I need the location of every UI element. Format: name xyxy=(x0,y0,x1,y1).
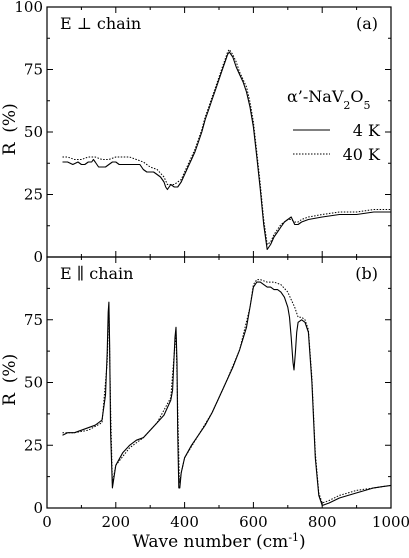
series-line-4-k xyxy=(62,51,391,251)
x-axis-label-superscript: -1 xyxy=(288,531,299,544)
y-tick-label: 50 xyxy=(24,123,43,141)
legend-compound: α’-NaV2O5 xyxy=(287,87,371,112)
panel-b: 0 25 50 75 0 200 400 600 800 1000 R (%) E ∥ chain (b)… xyxy=(0,256,409,553)
y-axis-label-prefix: R xyxy=(0,392,20,406)
x-axis-label-text: ) xyxy=(299,532,306,552)
x-tick-label: 400 xyxy=(170,513,199,531)
x-axis-label-text: (cm xyxy=(256,532,288,552)
y-axis-label-prefix: R xyxy=(0,141,20,155)
y-tick-label: 0 xyxy=(33,248,43,266)
legend-compound-subscript: 2 xyxy=(343,99,350,112)
legend-entry-label: 40 K xyxy=(343,145,381,164)
y-tick-label: 0 xyxy=(33,499,43,517)
x-axis-label: Wave number (cm-1) xyxy=(132,531,305,553)
y-tick-label: 50 xyxy=(24,374,43,392)
x-tick-label: 1000 xyxy=(372,513,409,531)
panel-label: (a) xyxy=(356,14,378,33)
legend-compound-subscript: 5 xyxy=(364,99,371,112)
x-axis-label-text: Wave number xyxy=(132,532,256,552)
x-tick-label: 800 xyxy=(308,513,337,531)
series-line-40-k xyxy=(62,49,391,245)
plot-frame xyxy=(46,256,392,509)
plot-frame xyxy=(46,6,392,258)
legend-entry-label: 4 K xyxy=(353,121,381,140)
legend-compound-text: O xyxy=(350,87,363,106)
series-line-40-k xyxy=(62,279,392,504)
y-tick-label: 75 xyxy=(24,61,43,79)
y-tick-label: 25 xyxy=(24,436,43,454)
x-tick-label: 600 xyxy=(239,513,268,531)
y-tick-label: 25 xyxy=(24,186,43,204)
x-tick-label: 0 xyxy=(42,513,52,531)
panel-label: (b) xyxy=(355,264,378,283)
x-tick-label: 200 xyxy=(101,513,130,531)
polarization-annotation: E ∥ chain xyxy=(60,264,133,283)
y-tick-label: 100 xyxy=(14,0,43,16)
y-tick-label: 75 xyxy=(24,311,43,329)
y-axis-label-unit: (%) xyxy=(0,103,20,132)
legend-compound-text: α’-NaV xyxy=(287,87,344,106)
polarization-annotation: E ⊥ chain xyxy=(60,14,141,33)
y-axis-label-unit: (%) xyxy=(0,354,20,383)
